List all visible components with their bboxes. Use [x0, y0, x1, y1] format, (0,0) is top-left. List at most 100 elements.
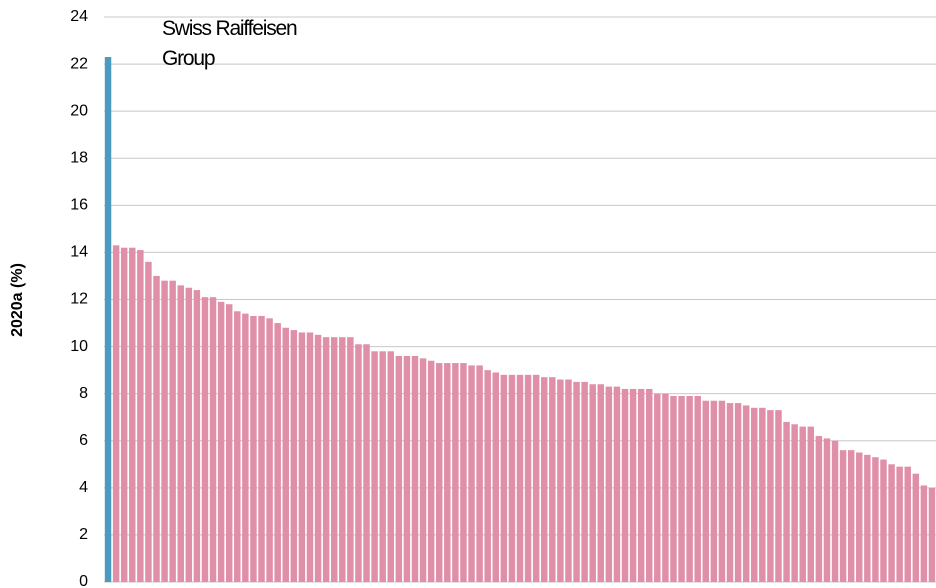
bar — [864, 454, 871, 582]
bar — [258, 315, 265, 582]
bar — [856, 452, 863, 582]
bar — [589, 384, 596, 582]
bar — [395, 356, 403, 582]
bar — [532, 374, 540, 582]
bar — [662, 393, 669, 582]
bar — [411, 356, 419, 582]
y-tick-label: 22 — [70, 55, 88, 72]
y-tick-label: 24 — [70, 8, 88, 25]
bar — [637, 388, 645, 582]
bar — [274, 323, 281, 582]
bar — [217, 301, 225, 582]
bar — [694, 396, 701, 582]
bar — [759, 407, 766, 582]
y-tick-label: 18 — [70, 149, 88, 166]
y-tick-label: 2 — [79, 526, 88, 543]
bar — [880, 459, 887, 582]
bar — [145, 261, 152, 582]
bar — [177, 285, 184, 582]
bar — [435, 363, 443, 582]
bar — [896, 466, 903, 582]
bar — [516, 374, 524, 582]
bar — [290, 330, 298, 582]
bar — [120, 247, 128, 583]
bar — [460, 363, 467, 582]
y-tick-label: 4 — [79, 479, 88, 496]
annotation: Swiss Raiffeisen Group — [162, 17, 298, 70]
bar — [282, 327, 289, 582]
bar — [500, 374, 508, 582]
bar — [646, 388, 653, 582]
bar — [742, 405, 750, 582]
bar — [419, 358, 427, 582]
bar — [823, 438, 831, 582]
bar — [847, 450, 855, 582]
bar — [161, 280, 168, 582]
bar — [654, 393, 661, 582]
bar — [468, 365, 475, 582]
bar — [791, 424, 798, 582]
bar — [783, 421, 790, 582]
bar — [185, 287, 193, 582]
bar — [629, 388, 637, 582]
bar — [573, 381, 580, 582]
bar — [427, 360, 435, 582]
bar — [169, 280, 176, 582]
bar — [888, 464, 895, 582]
bar — [718, 400, 726, 582]
bar — [129, 247, 136, 583]
bar — [557, 379, 564, 582]
bar — [799, 426, 806, 582]
bar — [686, 396, 693, 582]
bar — [314, 334, 322, 582]
y-tick-label: 0 — [79, 573, 88, 588]
bar — [403, 356, 411, 582]
bar — [524, 374, 532, 582]
bar — [193, 290, 201, 582]
bar — [831, 440, 839, 582]
bar — [613, 386, 621, 582]
bar — [678, 396, 685, 582]
bar — [387, 351, 394, 582]
bar — [492, 372, 499, 582]
bar — [541, 377, 548, 582]
bar — [872, 457, 879, 582]
y-tick-label: 16 — [70, 197, 88, 214]
bar — [605, 386, 613, 582]
bar — [581, 381, 588, 582]
bar — [298, 332, 306, 582]
bar — [225, 304, 233, 582]
bar — [306, 332, 314, 582]
bar — [250, 315, 257, 582]
bar — [339, 337, 346, 582]
bar — [920, 485, 928, 582]
y-tick-label: 6 — [79, 432, 88, 449]
bar — [266, 318, 273, 582]
bar — [476, 365, 483, 582]
bar — [112, 245, 120, 582]
bar — [452, 363, 459, 582]
bar — [234, 311, 241, 582]
bar — [751, 407, 758, 582]
bar — [444, 363, 451, 582]
bar — [355, 344, 362, 582]
bar — [839, 450, 847, 582]
bar — [710, 400, 718, 582]
bar — [153, 275, 160, 582]
bar — [670, 396, 677, 582]
y-tick-label: 12 — [70, 291, 88, 308]
bar — [726, 403, 734, 582]
y-tick-label: 10 — [70, 338, 88, 355]
bar — [912, 473, 920, 582]
bar — [815, 436, 823, 582]
bar — [775, 410, 782, 582]
bar — [484, 370, 491, 582]
bar — [508, 374, 516, 582]
bar — [209, 297, 217, 582]
bar — [371, 351, 378, 582]
bar — [767, 410, 774, 582]
bar — [807, 426, 815, 582]
bar — [347, 337, 354, 582]
